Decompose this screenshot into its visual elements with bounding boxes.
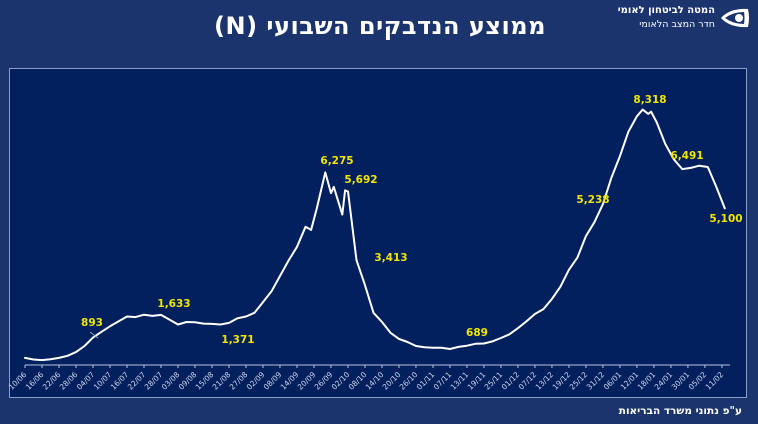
data-source-note: ע"פ נתוני משרד הבריאות xyxy=(618,405,742,417)
x-tick-label: 07/12 xyxy=(517,370,539,392)
x-tick-label: 26/09 xyxy=(313,370,335,392)
logo-text: המטה לביטחון לאומי חדר המצב הלאומי xyxy=(618,4,715,32)
x-tick-label: 21/08 xyxy=(211,370,233,392)
x-tick-label: 10/07 xyxy=(92,370,114,392)
x-tick-label: 31/12 xyxy=(585,370,607,392)
x-axis-tick-labels: 10/0616/0622/0628/0604/0710/0716/0722/07… xyxy=(7,370,726,392)
x-tick-label: 12/01 xyxy=(619,370,641,392)
data-label: 8,318 xyxy=(633,94,666,106)
data-label: 689 xyxy=(466,327,488,339)
x-tick-label: 22/06 xyxy=(41,370,63,392)
x-tick-label: 01/11 xyxy=(415,370,437,392)
x-tick-label: 28/06 xyxy=(58,370,80,392)
x-tick-label: 08/10 xyxy=(347,370,369,392)
label-leader-line xyxy=(89,331,99,339)
data-label: 5,238 xyxy=(576,194,609,206)
x-tick-label: 20/09 xyxy=(296,370,318,392)
x-tick-label: 08/09 xyxy=(262,370,284,392)
x-tick-label: 09/08 xyxy=(177,370,199,392)
x-tick-label: 04/07 xyxy=(75,370,97,392)
x-tick-label: 22/07 xyxy=(126,370,148,392)
x-tick-label: 25/12 xyxy=(568,370,590,392)
x-axis xyxy=(24,364,730,368)
x-tick-label: 13/11 xyxy=(449,370,471,392)
x-tick-label: 11/02 xyxy=(704,370,726,392)
x-tick-label: 07/11 xyxy=(432,370,454,392)
data-label: 1,633 xyxy=(157,298,190,310)
x-tick-label: 26/10 xyxy=(398,370,420,392)
data-label: 5,692 xyxy=(344,174,377,186)
x-tick-label: 14/09 xyxy=(279,370,301,392)
logo-unit-name: חדר המצב הלאומי xyxy=(639,19,715,30)
data-labels: 893 1,633 1,371 6,275 5,692 3,413 689 5,238 8,31… xyxy=(81,94,743,346)
x-tick-label: 30/01 xyxy=(670,370,692,392)
x-tick-label: 24/01 xyxy=(653,370,675,392)
x-tick-label: 20/10 xyxy=(381,370,403,392)
x-tick-label: 02/09 xyxy=(245,370,267,392)
logo-org-name: המטה לביטחון לאומי xyxy=(617,5,715,16)
x-tick-label: 10/06 xyxy=(7,370,29,392)
x-tick-label: 27/08 xyxy=(228,370,250,392)
data-label: 1,371 xyxy=(221,334,254,346)
data-label: 6,491 xyxy=(670,150,703,162)
x-tick-label: 16/06 xyxy=(24,370,46,392)
x-tick-label: 01/12 xyxy=(500,370,522,392)
x-tick-label: 16/07 xyxy=(109,370,131,392)
x-tick-label: 19/11 xyxy=(466,370,488,392)
data-label: 893 xyxy=(81,317,103,329)
x-tick-label: 06/01 xyxy=(602,370,624,392)
x-tick-label: 03/08 xyxy=(160,370,182,392)
x-tick-label: 25/11 xyxy=(483,370,505,392)
logo: המטה לביטחון לאומי חדר המצב הלאומי xyxy=(618,4,750,32)
x-tick-label: 14/10 xyxy=(364,370,386,392)
data-label: 6,275 xyxy=(320,155,353,167)
x-tick-label: 05/02 xyxy=(687,370,709,392)
chart-frame xyxy=(9,68,747,398)
data-label: 5,100 xyxy=(709,213,742,225)
x-tick-label: 15/08 xyxy=(194,370,216,392)
x-tick-label: 28/07 xyxy=(143,370,165,392)
chart-title: ממוצע הנדבקים השבועי (N) xyxy=(214,12,546,40)
series-line xyxy=(24,108,726,362)
eye-logo-icon xyxy=(721,8,749,28)
data-label: 3,413 xyxy=(374,252,407,264)
x-tick-label: 02/10 xyxy=(330,370,352,392)
x-tick-label: 13/12 xyxy=(534,370,556,392)
x-tick-label: 19/12 xyxy=(551,370,573,392)
x-tick-label: 18/01 xyxy=(636,370,658,392)
